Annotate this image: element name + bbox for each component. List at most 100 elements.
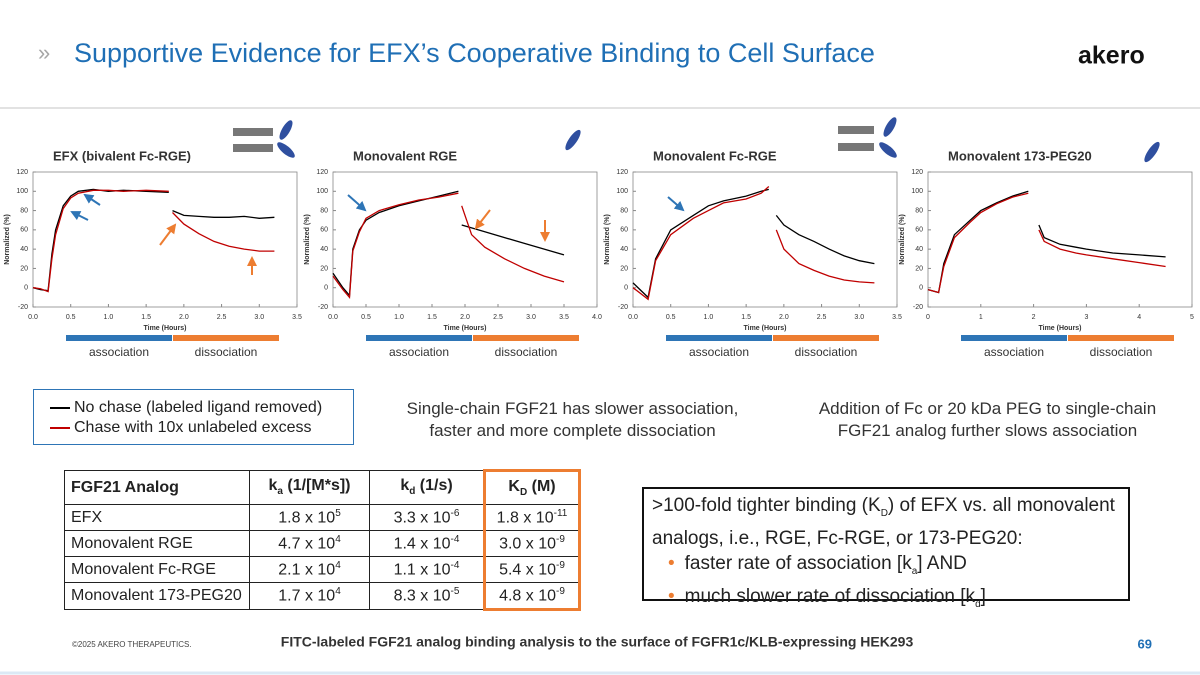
table-cell: Monovalent RGE	[64, 530, 250, 557]
y-axis-label: Normalized (%)	[899, 214, 906, 265]
table-header-row: FGF21 Analog ka (1/[M*s]) kd (1/s) KD (M)	[64, 469, 581, 505]
y-tick-label: 120	[616, 169, 628, 176]
text-part: -4	[450, 533, 460, 545]
phase-label: association	[689, 345, 749, 359]
x-tick-label: 2.0	[460, 314, 470, 321]
phase-bar	[366, 335, 472, 341]
table-cell: 1.4 x 10-4	[369, 530, 485, 557]
y-tick-label: 60	[620, 227, 628, 234]
phase-bar	[1068, 335, 1174, 341]
text-part: k	[400, 477, 410, 495]
text-part: FGF21 Analog	[71, 478, 179, 496]
x-tick-label: 3.0	[254, 314, 264, 321]
series-line	[927, 192, 1166, 294]
summary-lead: >100-fold tighter binding (KD) of EFX vs…	[652, 493, 1120, 551]
y-tick-label: 40	[20, 246, 28, 253]
title-marker: »	[38, 40, 50, 65]
legend-entry: Chase with 10x unlabeled excess	[50, 418, 353, 438]
x-tick-label: 2.0	[179, 314, 189, 321]
y-axis-label: Normalized (%)	[304, 214, 311, 265]
y-tick-label: 100	[16, 188, 28, 195]
table-cell: 5.4 x 10-9	[483, 556, 581, 583]
phase-label: dissociation	[495, 345, 558, 359]
phase-bar	[473, 335, 579, 341]
x-tick-label: 2.5	[493, 314, 503, 321]
y-axis-label: Normalized (%)	[4, 214, 11, 265]
y-tick-label: 0	[919, 285, 923, 292]
legend-entry: No chase (labeled ligand removed)	[50, 398, 353, 418]
text-part: 3.0 x 10	[499, 535, 557, 553]
copyright: ©2025 AKERO THERAPEUTICS.	[72, 640, 192, 649]
phase-label: association	[984, 345, 1044, 359]
x-tick-label: 0.0	[328, 314, 338, 321]
x-axis-label: Time (Hours)	[743, 325, 786, 332]
phase-label: association	[89, 345, 149, 359]
annotation-arrow	[70, 211, 89, 221]
y-tick-label: 80	[320, 207, 328, 214]
y-tick-label: -20	[913, 304, 923, 311]
x-axis-label: Time (Hours)	[143, 325, 186, 332]
x-tick-label: 0.5	[66, 314, 76, 321]
annotation-arrow	[667, 196, 685, 212]
x-tick-label: 5	[1190, 314, 1194, 321]
y-tick-label: 0	[624, 285, 628, 292]
y-tick-label: 80	[915, 207, 923, 214]
x-tick-label: 0.0	[28, 314, 38, 321]
text-part: 1.8 x 10	[278, 509, 336, 527]
x-axis-label: Time (Hours)	[443, 325, 486, 332]
series-line	[632, 186, 875, 301]
y-tick-label: 40	[620, 246, 628, 253]
x-tick-label: 1.0	[394, 314, 404, 321]
x-tick-label: 1.0	[704, 314, 714, 321]
legend: No chase (labeled ligand removed) Chase …	[33, 389, 354, 445]
text-part: -11	[553, 507, 568, 519]
y-tick-label: 20	[20, 265, 28, 272]
text-part: 4.7 x 10	[278, 535, 336, 553]
phase-label: association	[389, 345, 449, 359]
text-part: a	[277, 486, 283, 498]
text-part: 5.4 x 10	[499, 561, 557, 579]
table-header-cell: KD (M)	[483, 469, 581, 505]
text-part: -6	[450, 507, 460, 519]
chart-title: Monovalent 173-PEG20	[948, 148, 1092, 163]
annotation-arrow	[159, 223, 177, 246]
x-tick-label: 1.5	[741, 314, 751, 321]
text-part: 1.7 x 10	[278, 587, 336, 605]
text-part: ] AND	[917, 552, 967, 574]
text-part: d	[975, 598, 981, 610]
text-part: 3.3 x 10	[393, 509, 451, 527]
table-cell: 1.1 x 10-4	[369, 556, 485, 583]
table-cell: 1.8 x 10-11	[483, 504, 581, 531]
kinetics-table: FGF21 Analog ka (1/[M*s]) kd (1/s) KD (M) EF…	[64, 469, 581, 611]
series-line	[32, 188, 275, 292]
x-tick-label: 3.5	[292, 314, 302, 321]
text-part: ]	[980, 585, 986, 607]
series-line	[332, 192, 565, 300]
text-part: 1.1 x 10	[393, 561, 451, 579]
y-tick-label: -20	[318, 304, 328, 311]
text-part: -9	[556, 559, 565, 571]
table-row: EFX 1.8 x 105 3.3 x 10-6 1.8 x 10-11	[64, 504, 581, 531]
text-part: -9	[556, 585, 565, 597]
table-header-cell: kd (1/s)	[369, 470, 485, 505]
x-tick-label: 3.0	[854, 314, 864, 321]
phase-bar	[773, 335, 879, 341]
logo: akero	[1078, 42, 1145, 70]
table-row: Monovalent 173-PEG20 1.7 x 104 8.3 x 10-5 4…	[64, 582, 581, 611]
text-part: 2.1 x 10	[278, 561, 336, 579]
y-tick-label: 100	[316, 188, 328, 195]
text-part: k	[268, 477, 278, 495]
x-axis-label: Time (Hours)	[1038, 325, 1081, 332]
text-part: EFX	[71, 508, 103, 526]
y-tick-label: 100	[911, 188, 923, 195]
summary-bullet: much slower rate of dissociation [kd]	[652, 584, 1120, 617]
x-tick-label: 1.5	[141, 314, 151, 321]
x-tick-label: 3.0	[526, 314, 536, 321]
x-tick-label: 1.5	[427, 314, 437, 321]
text-part: (M)	[527, 477, 556, 495]
x-tick-label: 0.5	[666, 314, 676, 321]
table-header-cell: ka (1/[M*s])	[249, 470, 370, 505]
y-tick-label: 20	[915, 265, 923, 272]
annotation-arrow	[474, 209, 491, 230]
